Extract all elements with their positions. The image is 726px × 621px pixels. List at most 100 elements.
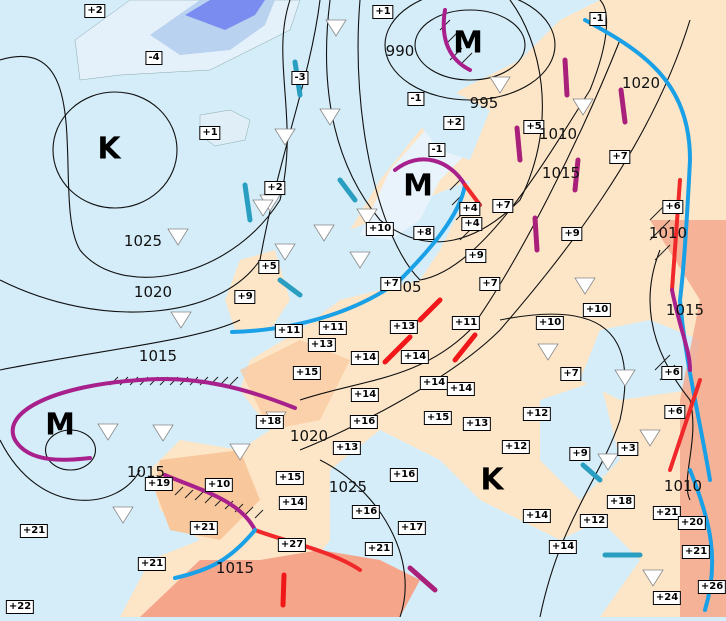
wind-arrow-icon: [532, 215, 540, 253]
temperature-label: +13: [307, 338, 337, 352]
temperature-label: -4: [145, 51, 163, 65]
temperature-label: +11: [274, 324, 304, 338]
isobar-label: 1025: [328, 478, 368, 496]
wind-arrow-icon: [407, 565, 438, 593]
wind-arrow-icon: [417, 297, 443, 323]
temperature-label: +7: [609, 150, 631, 164]
temperature-label: +21: [189, 521, 219, 535]
high-pressure-center: K: [480, 462, 504, 498]
temperature-label: +14: [446, 382, 476, 396]
wind-arrow-icon: [580, 462, 603, 483]
cold-front: [173, 528, 257, 580]
temperature-label: +10: [582, 303, 612, 317]
temperature-label: +1: [372, 5, 394, 19]
temperature-label: +16: [351, 505, 381, 519]
isobar: [649, 249, 694, 501]
temperature-label: +22: [5, 600, 35, 614]
wind-arrow-icon: [242, 182, 253, 223]
temperature-label: +26: [697, 580, 726, 594]
temperature-label: +21: [681, 545, 711, 559]
temperature-label: +10: [365, 222, 395, 236]
shower-icon: [274, 243, 296, 261]
temperature-label: -1: [589, 12, 607, 26]
shower-icon: [489, 76, 511, 94]
wind-arrow-icon: [452, 332, 478, 363]
shower-icon: [642, 569, 664, 587]
temperature-label: +2: [84, 4, 106, 18]
greenland: [74, 0, 301, 81]
temperature-label: +9: [234, 290, 256, 304]
warm-front: [463, 183, 482, 207]
temperature-label: +21: [19, 524, 49, 538]
isobar-label: 1020: [621, 74, 661, 92]
isobar: [499, 313, 626, 618]
cold-front: [583, 18, 712, 482]
temperature-label: +17: [397, 521, 427, 535]
temperature-label: +4: [459, 202, 481, 216]
wind-arrow-icon: [514, 125, 523, 163]
temperature-label: +19: [144, 477, 174, 491]
shower-icon: [574, 277, 596, 295]
temperature-label: +6: [661, 366, 683, 380]
wind-arrow-icon: [618, 87, 628, 125]
isobar: [45, 429, 96, 471]
isobar-label: 1015: [541, 164, 581, 182]
shower-icon: [274, 128, 296, 146]
shower-icon: [356, 208, 378, 226]
temperature-label: +14: [350, 388, 380, 402]
temperature-label: +13: [462, 417, 492, 431]
isobar-label: 1020: [289, 427, 329, 445]
isobar-label: 1025: [123, 232, 163, 250]
temperature-label: +4: [461, 217, 483, 231]
temperature-label: +14: [350, 351, 380, 365]
temperature-label: +3: [617, 442, 639, 456]
isobar: [384, 0, 556, 101]
temperature-label: +9: [569, 447, 591, 461]
temperature-label: +2: [264, 181, 286, 195]
temperature-label: +7: [380, 277, 402, 291]
temperature-label: +11: [451, 316, 481, 330]
shower-icon: [229, 443, 251, 461]
low-pressure-center: M: [403, 168, 433, 204]
shower-icon: [319, 108, 341, 126]
wind-arrow-icon: [382, 334, 413, 365]
isobar: [0, 439, 141, 501]
temperature-label: +18: [255, 415, 285, 429]
shower-icon: [572, 98, 594, 116]
temperature-label: +16: [349, 415, 379, 429]
shower-icon: [170, 311, 192, 329]
shower-icons: [97, 19, 664, 587]
temperature-label: +14: [548, 540, 578, 554]
shower-icon: [639, 429, 661, 447]
wind-arrow-icon: [562, 57, 570, 98]
temperature-label: +27: [277, 538, 307, 552]
isobar: [319, 459, 406, 618]
temperature-label: +7: [479, 277, 501, 291]
isobar-label: 995: [469, 94, 499, 112]
high-pressure-center: K: [97, 131, 121, 167]
occluded-front: [10, 377, 297, 462]
temperature-label: -1: [407, 92, 425, 106]
occluded-front: [441, 8, 472, 72]
temperature-label: +14: [522, 509, 552, 523]
occluded-front: [393, 157, 467, 187]
temperature-label: +24: [652, 591, 682, 605]
isobar-label: 1010: [538, 125, 578, 143]
wind-arrow-icon: [337, 177, 358, 203]
shower-icon: [597, 453, 619, 471]
temperature-label: +15: [275, 471, 305, 485]
isobar: [0, 0, 291, 278]
temperature-label: +10: [204, 478, 234, 492]
shower-icon: [152, 424, 174, 442]
occluded-front: [670, 288, 692, 372]
temperature-label: +13: [389, 320, 419, 334]
shower-icon: [252, 199, 274, 217]
temperature-label: +12: [522, 407, 552, 421]
temperature-label: -3: [291, 71, 309, 85]
temperature-label: +7: [560, 367, 582, 381]
shower-icon: [97, 423, 119, 441]
temperature-label: +6: [662, 200, 684, 214]
warm-front: [668, 378, 702, 472]
temperature-label: +10: [535, 316, 565, 330]
warm-front: [670, 178, 682, 292]
